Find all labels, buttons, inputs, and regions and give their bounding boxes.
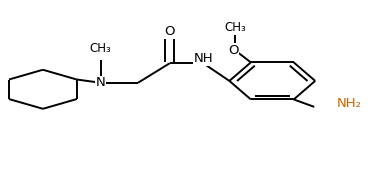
Text: O: O — [228, 44, 238, 57]
Text: CH₃: CH₃ — [90, 42, 112, 55]
Text: O: O — [164, 25, 175, 38]
Text: NH₂: NH₂ — [336, 97, 361, 110]
Text: CH₃: CH₃ — [224, 21, 246, 34]
Text: N: N — [96, 76, 106, 89]
Text: NH: NH — [194, 52, 213, 65]
